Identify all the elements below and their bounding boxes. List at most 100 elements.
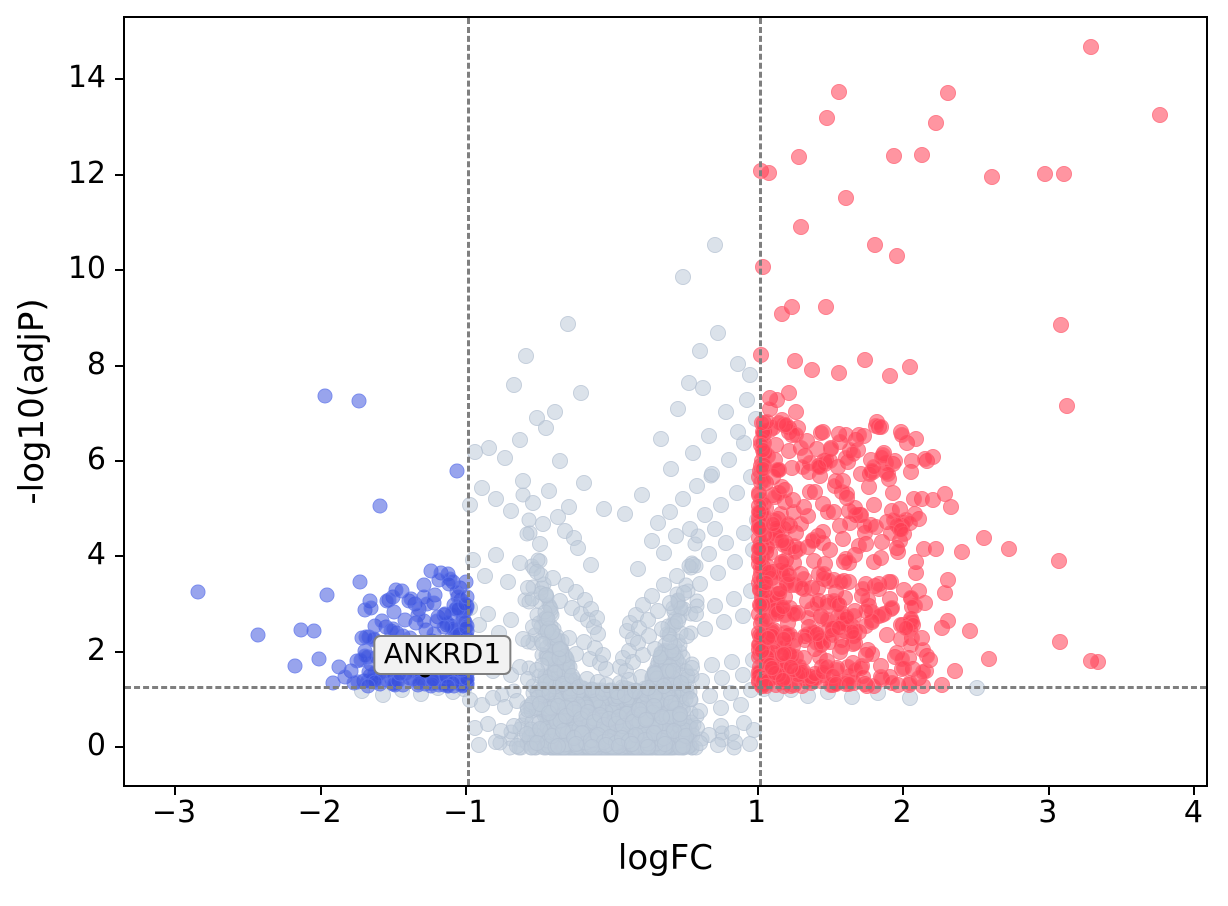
scatter-point <box>670 401 687 418</box>
scatter-point <box>287 658 303 674</box>
scatter-point <box>841 514 858 531</box>
scatter-point <box>976 530 993 547</box>
scatter-point <box>372 498 388 514</box>
scatter-point <box>497 450 514 467</box>
scatter-point <box>511 555 528 572</box>
scatter-point <box>388 582 404 598</box>
scatter-point <box>667 527 684 544</box>
scatter-point <box>777 417 794 434</box>
scatter-point <box>917 451 934 468</box>
scatter-point <box>780 515 797 532</box>
scatter-point <box>883 600 900 617</box>
scatter-point <box>559 316 576 333</box>
scatter-point <box>437 606 453 622</box>
scatter-point <box>721 451 738 468</box>
scatter-point <box>473 480 490 497</box>
scatter-point <box>479 605 496 622</box>
x-tick-label: 2 <box>892 795 912 830</box>
scatter-point <box>682 520 699 537</box>
scatter-point <box>701 427 717 444</box>
scatter-point <box>1051 634 1068 651</box>
scatter-point <box>403 591 419 607</box>
scatter-point <box>884 485 901 501</box>
scatter-point <box>754 415 771 432</box>
scatter-point <box>837 551 854 568</box>
scatter-point <box>854 581 871 598</box>
y-tick-label: 10 <box>67 251 106 287</box>
scatter-point <box>508 737 525 754</box>
scatter-point <box>470 736 487 753</box>
scatter-point <box>897 619 914 636</box>
scatter-point <box>517 347 534 364</box>
scatter-point <box>568 735 585 752</box>
scatter-point <box>696 621 713 638</box>
scatter-point <box>561 499 578 516</box>
scatter-point <box>661 634 678 651</box>
x-tick-label: 3 <box>1038 795 1058 830</box>
x-tick-label: −3 <box>151 795 197 830</box>
scatter-point <box>572 384 589 401</box>
scatter-point <box>529 734 546 751</box>
y-axis-title: -log10(adjP) <box>12 298 52 505</box>
scatter-point <box>674 737 691 754</box>
scatter-point <box>689 477 706 494</box>
scatter-point <box>1053 317 1070 334</box>
scatter-point <box>449 463 465 479</box>
scatter-point <box>695 379 712 396</box>
scatter-point <box>759 630 776 647</box>
y-tick-label: 6 <box>86 441 106 477</box>
scatter-point <box>679 627 696 644</box>
scatter-point <box>844 445 861 462</box>
gene-label[interactable]: ANKRD1 <box>373 635 512 676</box>
scatter-point <box>1001 540 1018 557</box>
scatter-point <box>419 596 435 612</box>
scatter-point <box>793 579 810 596</box>
scatter-point <box>629 561 646 578</box>
scatter-point <box>319 587 335 603</box>
scatter-point <box>841 675 858 692</box>
scatter-point <box>596 500 613 517</box>
scatter-point <box>810 579 827 596</box>
scatter-point <box>818 109 835 126</box>
scatter-point <box>839 485 856 502</box>
x-tick-label: −1 <box>443 795 488 830</box>
scatter-point <box>833 573 850 590</box>
pvalue-threshold-line <box>125 686 1206 690</box>
scatter-point <box>488 491 505 508</box>
scatter-point <box>709 325 726 342</box>
scatter-point <box>781 443 798 460</box>
scatter-point <box>786 352 803 369</box>
scatter-point <box>879 465 896 482</box>
scatter-point <box>537 419 554 436</box>
scatter-point <box>727 554 744 571</box>
scatter-point <box>903 599 920 616</box>
scatter-point <box>735 524 752 541</box>
scatter-point <box>800 610 817 627</box>
scatter-point <box>692 575 709 592</box>
scatter-point <box>816 565 833 582</box>
scatter-point <box>864 646 881 663</box>
scatter-point <box>561 629 578 646</box>
scatter-point <box>796 631 813 648</box>
scatter-point <box>852 466 869 483</box>
scatter-point <box>374 613 390 629</box>
scatter-point <box>765 516 782 533</box>
scatter-point <box>1059 397 1076 414</box>
scatter-point <box>718 535 735 552</box>
x-tick-label: 0 <box>601 795 621 830</box>
scatter-point <box>733 697 750 714</box>
scatter-point <box>983 168 1000 185</box>
y-tick <box>115 459 123 462</box>
scatter-point <box>701 545 717 562</box>
y-tick-label: 8 <box>86 346 106 382</box>
y-tick <box>115 173 123 176</box>
scatter-point <box>654 708 671 725</box>
y-tick-label: 0 <box>86 728 106 764</box>
scatter-point <box>812 424 829 441</box>
scatter-point <box>727 733 744 750</box>
scatter-point <box>703 465 720 482</box>
scatter-point <box>865 496 882 513</box>
scatter-point <box>616 506 633 523</box>
scatter-point <box>680 375 697 392</box>
